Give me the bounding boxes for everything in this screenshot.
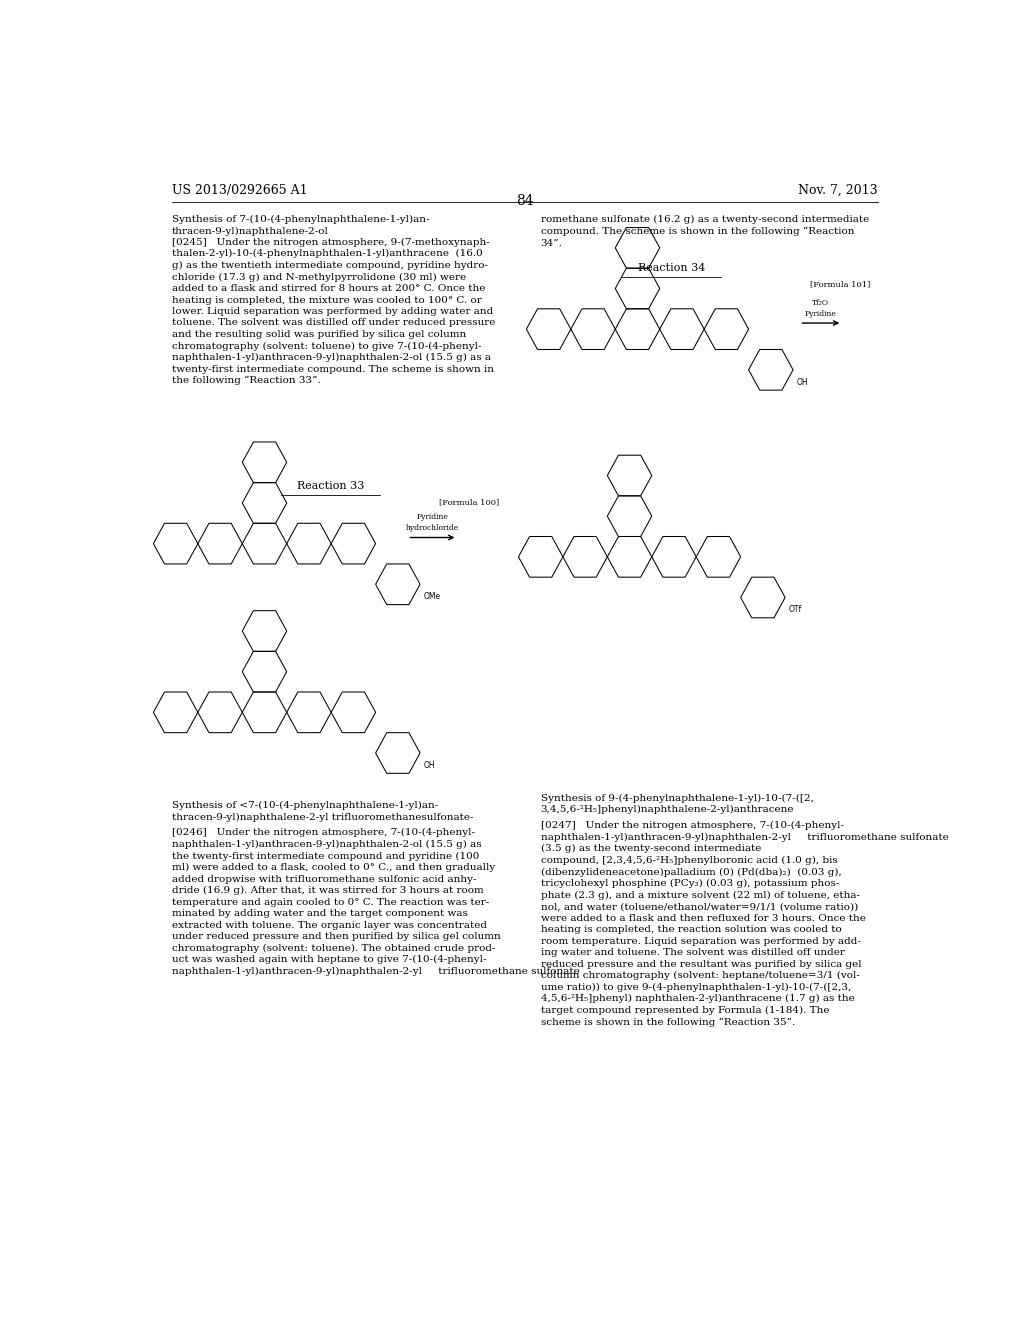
Text: [0247]   Under the nitrogen atmosphere, 7-(10-(4-phenyl-
naphthalen-1-yl)anthrac: [0247] Under the nitrogen atmosphere, 7-…: [541, 821, 948, 1027]
Text: [Formula 101]: [Formula 101]: [810, 280, 870, 288]
Text: [Formula 100]: [Formula 100]: [439, 498, 500, 506]
Text: OTf: OTf: [788, 605, 802, 614]
Text: OMe: OMe: [423, 591, 440, 601]
Text: Reaction 33: Reaction 33: [297, 480, 365, 491]
Text: 84: 84: [516, 194, 534, 209]
Text: Synthesis of 9-(4-phenylnaphthalene-1-yl)-10-(7-([2,
3,4,5,6-²H₅]phenyl)naphthal: Synthesis of 9-(4-phenylnaphthalene-1-yl…: [541, 793, 813, 814]
Text: Pyridine: Pyridine: [805, 310, 837, 318]
Text: US 2013/0292665 A1: US 2013/0292665 A1: [172, 183, 307, 197]
Text: OH: OH: [797, 378, 808, 387]
Text: [0245]   Under the nitrogen atmosphere, 9-(7-methoxynaph-
thalen-2-yl)-10-(4-phe: [0245] Under the nitrogen atmosphere, 9-…: [172, 238, 495, 385]
Text: hydrochloride: hydrochloride: [406, 524, 459, 532]
Text: Pyridine: Pyridine: [417, 513, 449, 521]
Text: Synthesis of <7-(10-(4-phenylnaphthalene-1-yl)an-
thracen-9-yl)naphthalene-2-yl : Synthesis of <7-(10-(4-phenylnaphthalene…: [172, 801, 473, 821]
Text: romethane sulfonate (16.2 g) as a twenty-second intermediate
compound. The schem: romethane sulfonate (16.2 g) as a twenty…: [541, 215, 869, 248]
Text: Tf₂O: Tf₂O: [812, 298, 829, 306]
Text: OH: OH: [423, 760, 435, 770]
Text: Synthesis of 7-(10-(4-phenylnaphthalene-1-yl)an-
thracen-9-yl)naphthalene-2-ol: Synthesis of 7-(10-(4-phenylnaphthalene-…: [172, 215, 429, 236]
Text: Reaction 34: Reaction 34: [638, 263, 706, 273]
Text: Nov. 7, 2013: Nov. 7, 2013: [799, 183, 878, 197]
Text: [0246]   Under the nitrogen atmosphere, 7-(10-(4-phenyl-
naphthalen-1-yl)anthrac: [0246] Under the nitrogen atmosphere, 7-…: [172, 828, 580, 975]
